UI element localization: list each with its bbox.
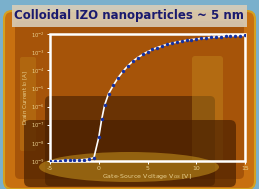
- Bar: [50, 34, 245, 161]
- Y-axis label: Drain Current I$_D$ [A]: Drain Current I$_D$ [A]: [21, 70, 30, 125]
- Bar: [12, 5, 247, 27]
- FancyBboxPatch shape: [192, 56, 223, 162]
- FancyBboxPatch shape: [45, 96, 215, 186]
- FancyBboxPatch shape: [4, 11, 255, 189]
- X-axis label: Gate-Source Voltage V$_{GS}$ [V]: Gate-Source Voltage V$_{GS}$ [V]: [103, 172, 192, 181]
- Text: Colloidal IZO nanoparticles ~ 5 nm: Colloidal IZO nanoparticles ~ 5 nm: [14, 9, 244, 22]
- FancyBboxPatch shape: [24, 120, 236, 187]
- FancyBboxPatch shape: [15, 21, 244, 179]
- FancyBboxPatch shape: [20, 57, 36, 151]
- Ellipse shape: [39, 152, 219, 182]
